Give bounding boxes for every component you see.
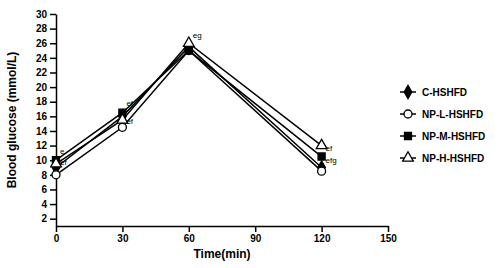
chart: 030609012015024681012141618202224262830T… [0, 0, 500, 268]
tick-mark [50, 116, 56, 118]
series-line [56, 47, 322, 168]
annotation: eg [193, 31, 202, 40]
tick: 0 [54, 226, 60, 244]
tick-mark [56, 226, 58, 232]
tick-label: 8 [41, 170, 47, 181]
tick-label: 20 [36, 82, 48, 93]
tick-mark [50, 145, 56, 147]
tick-mark [50, 189, 56, 191]
tick-mark [255, 226, 257, 232]
annotation: ef [60, 158, 67, 167]
point [318, 167, 326, 175]
tick-mark [50, 131, 56, 133]
tick-mark [50, 218, 56, 220]
tick: 30 [36, 9, 56, 20]
annotation: ef [326, 144, 333, 153]
tick-label: 26 [36, 38, 48, 49]
legend-marker [404, 85, 412, 98]
series-line [56, 51, 322, 175]
annotation: efg [326, 156, 337, 165]
x-axis: 0 30 60 90 120 150 [54, 226, 398, 244]
legend-marker [404, 110, 412, 118]
tick-label: 28 [36, 23, 48, 34]
tick-mark [321, 226, 323, 232]
tick-label: 30 [36, 9, 48, 20]
tick: 14 [36, 126, 56, 137]
tick: 24 [36, 53, 56, 64]
series-line [56, 43, 322, 164]
tick: 16 [36, 111, 56, 122]
point [118, 123, 126, 131]
tick-mark [50, 204, 56, 206]
x-axis-title: Time(min) [193, 247, 250, 261]
tick: 90 [250, 226, 262, 244]
tick: 28 [36, 23, 56, 34]
point [318, 153, 325, 160]
tick-label: 12 [36, 140, 48, 151]
tick-mark [50, 58, 56, 60]
plot-area [51, 37, 327, 179]
tick: 26 [36, 38, 56, 49]
axis-line [57, 226, 389, 228]
point [185, 47, 192, 54]
tick-mark [388, 226, 390, 232]
tick-label: 60 [184, 233, 196, 244]
axis-line [56, 15, 58, 227]
y-axis: 24681012141618202224262830 [36, 9, 57, 227]
tick-label: 30 [117, 233, 129, 244]
tick-label: 16 [36, 111, 48, 122]
tick: 60 [184, 226, 196, 244]
tick-mark [50, 87, 56, 89]
tick-label: 2 [41, 213, 47, 224]
legend-label: NP-M-HSHFD [422, 131, 485, 142]
tick-label: 24 [36, 53, 48, 64]
tick-label: 4 [41, 199, 47, 210]
tick-mark [50, 43, 56, 45]
tick-label: 90 [250, 233, 262, 244]
tick-mark [50, 101, 56, 103]
legend-label: C-HSHFD [422, 87, 467, 98]
tick: 150 [380, 226, 397, 244]
point [185, 47, 193, 55]
legend-label: NP-L-HSHFD [422, 109, 483, 120]
tick: 120 [314, 226, 331, 244]
tick-label: 120 [314, 233, 331, 244]
annotation: e [60, 147, 65, 156]
tick-label: 6 [41, 184, 47, 195]
legend-marker [403, 152, 414, 161]
tick-label: 14 [36, 126, 48, 137]
tick-label: 0 [54, 233, 60, 244]
legend: C-HSHFD NP-L-HSHFD NP-M-HSHFD NP-H-HSHFD [400, 85, 485, 164]
tick: 30 [117, 226, 129, 244]
tick-mark [189, 226, 191, 232]
point [52, 171, 60, 179]
tick: 18 [36, 96, 56, 107]
legend-marker [404, 132, 411, 139]
tick: 6 [41, 184, 56, 195]
tick-label: 18 [36, 96, 48, 107]
tick: 2 [41, 213, 56, 224]
tick: 4 [41, 199, 56, 210]
tick: 20 [36, 82, 56, 93]
tick: 22 [36, 67, 56, 78]
y-axis-title: Blood glucose (mmol/L) [5, 52, 19, 189]
tick-mark [50, 14, 56, 16]
tick: 12 [36, 140, 56, 151]
tick-mark [122, 226, 124, 232]
series-line [56, 51, 322, 161]
tick-label: 22 [36, 67, 48, 78]
annotation: ef [126, 99, 133, 108]
annotation: ef [126, 117, 133, 126]
tick-mark [50, 28, 56, 30]
tick-mark [50, 72, 56, 74]
legend-label: NP-H-HSHFD [422, 153, 484, 164]
tick-label: 10 [36, 155, 48, 166]
tick-label: 150 [380, 233, 397, 244]
